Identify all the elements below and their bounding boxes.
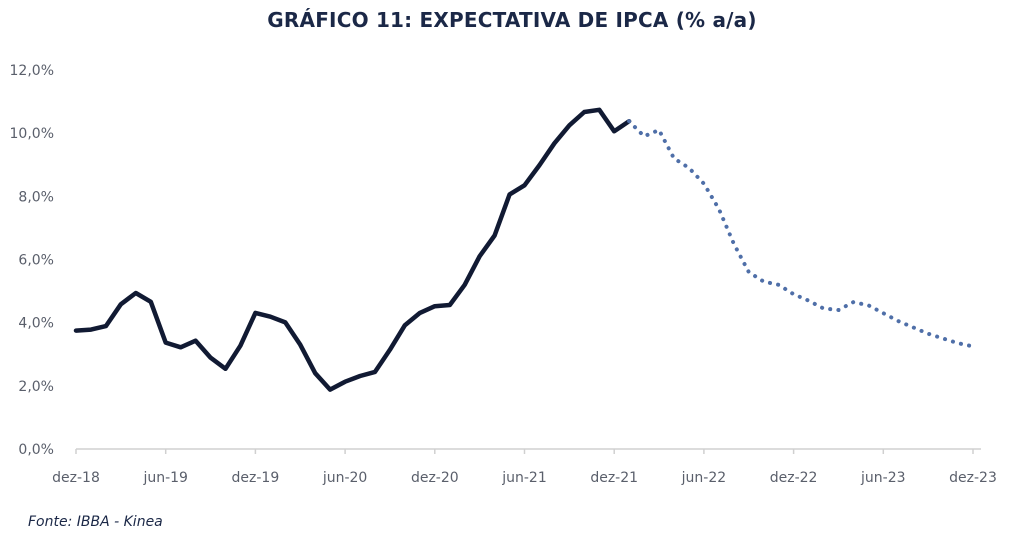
x-tick-label: jun-21: [501, 470, 547, 486]
x-axis-ticks: dez-18 jun-19 dez-19 jun-20 dez-20 jun-21 dez-…: [52, 449, 997, 486]
x-tick-label: dez-22: [770, 470, 818, 486]
y-tick-label: 8,0%: [18, 189, 54, 205]
y-tick-label: 4,0%: [18, 316, 54, 332]
chart-title: GRÁFICO 11: EXPECTATIVA DE IPCA (% a/a): [267, 8, 757, 32]
series-layer: [73, 107, 975, 392]
projection-series-line: [627, 119, 975, 349]
x-tick-label: dez-18: [52, 470, 100, 486]
x-tick-label: jun-19: [142, 470, 188, 486]
x-tick-label: dez-20: [411, 470, 459, 486]
source-note: Fonte: IBBA - Kinea: [28, 514, 163, 530]
x-tick-label: jun-23: [860, 470, 906, 486]
x-tick-label: jun-22: [681, 470, 727, 486]
y-tick-label: 10,0%: [10, 126, 54, 142]
x-tick-label: dez-23: [949, 470, 997, 486]
y-tick-label: 12,0%: [10, 63, 54, 79]
y-tick-label: 0,0%: [18, 442, 54, 458]
realized-series-line: [73, 107, 632, 392]
y-axis-ticks: 0,0% 2,0% 4,0% 6,0% 8,0% 10,0% 12,0%: [10, 63, 54, 458]
x-tick-label: jun-20: [322, 470, 368, 486]
x-tick-label: dez-21: [590, 470, 638, 486]
y-tick-label: 6,0%: [18, 253, 54, 269]
x-tick-label: dez-19: [232, 470, 280, 486]
y-tick-label: 2,0%: [18, 379, 54, 395]
